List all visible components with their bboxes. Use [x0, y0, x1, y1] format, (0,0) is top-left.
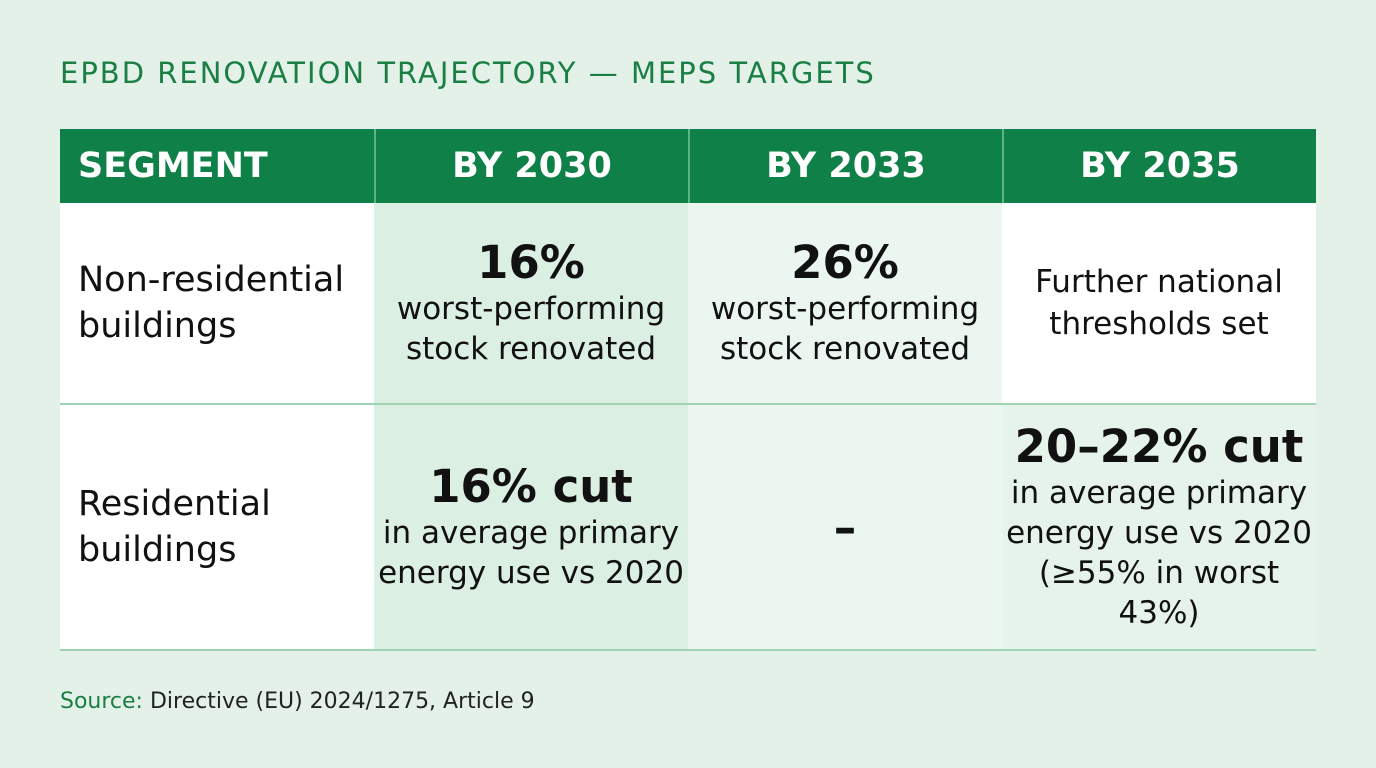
column-header-2033: BY 2033 [688, 129, 1002, 203]
target-desc: energy use vs 2020 [378, 555, 684, 591]
source-note: Source: Directive (EU) 2024/1275, Articl… [60, 689, 535, 714]
target-desc: in average primary [1010, 475, 1308, 511]
target-desc: (≥55% in worst 43%) [1038, 555, 1280, 631]
target-desc: in average primary [382, 515, 680, 551]
segment-label: Non-residential buildings [60, 203, 374, 403]
page-title: EPBD RENOVATION TRAJECTORY — MEPS TARGET… [60, 56, 876, 90]
segment-text: Residential buildings [78, 484, 271, 570]
table-header-row: SEGMENT BY 2030 BY 2033 BY 2035 [60, 129, 1316, 203]
segment-label: Residential buildings [60, 405, 374, 649]
cell-2035: Further national thresholds set [1002, 203, 1316, 403]
empty-dash: – [833, 500, 857, 554]
target-value: 16% cut [429, 460, 633, 513]
target-desc: worst-performing [710, 291, 980, 327]
target-value: 16% [477, 236, 585, 289]
cell-2030: 16% cut in average primary energy use vs… [374, 405, 688, 649]
column-header-segment: SEGMENT [78, 146, 268, 186]
table-row: Residential buildings 16% cut in average… [60, 405, 1316, 651]
cell-2030: 16% worst-performing stock renovated [374, 203, 688, 403]
cell-2033: 26% worst-performing stock renovated [688, 203, 1002, 403]
target-desc: energy use vs 2020 [1006, 515, 1312, 551]
cell-2033: – [688, 405, 1002, 649]
target-note: Further national [1035, 264, 1283, 300]
target-note: thresholds set [1049, 306, 1269, 342]
target-value: 26% [791, 236, 899, 289]
column-header-2035: BY 2035 [1002, 129, 1316, 203]
segment-text: Non-residential buildings [78, 260, 345, 346]
source-text: Directive (EU) 2024/1275, Article 9 [142, 689, 535, 714]
target-desc: stock renovated [719, 331, 971, 367]
source-label: Source: [60, 689, 143, 714]
column-header-2030: BY 2030 [374, 129, 688, 203]
target-desc: worst-performing [396, 291, 666, 327]
cell-2035: 20–22% cut in average primary energy use… [1002, 405, 1316, 649]
targets-table: SEGMENT BY 2030 BY 2033 BY 2035 Non-resi… [60, 129, 1316, 651]
table-row: Non-residential buildings 16% worst-perf… [60, 203, 1316, 405]
target-value: 20–22% cut [1014, 420, 1304, 473]
target-desc: stock renovated [405, 331, 657, 367]
